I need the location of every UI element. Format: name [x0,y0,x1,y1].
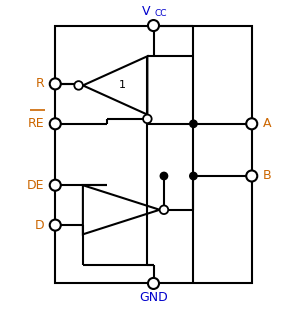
Bar [55,26,252,283]
Text: R: R [36,77,45,91]
Circle shape [74,81,83,90]
Text: 1: 1 [119,80,126,91]
Circle shape [50,180,61,191]
Circle shape [50,118,61,129]
Circle shape [246,118,257,129]
Circle shape [143,115,152,123]
Circle shape [148,278,159,289]
Text: D: D [35,218,45,232]
Circle shape [50,220,61,231]
Circle shape [148,20,159,31]
Text: B: B [262,170,271,183]
Circle shape [190,120,197,128]
Text: CC: CC [155,9,167,19]
Text: DE: DE [27,179,45,192]
Circle shape [246,171,257,181]
Circle shape [190,172,197,180]
Text: GND: GND [139,291,168,304]
Circle shape [50,78,61,89]
Text: A: A [262,117,271,130]
Circle shape [160,205,168,214]
Text: RE: RE [28,117,45,130]
Text: V: V [142,5,150,18]
Circle shape [160,172,168,180]
